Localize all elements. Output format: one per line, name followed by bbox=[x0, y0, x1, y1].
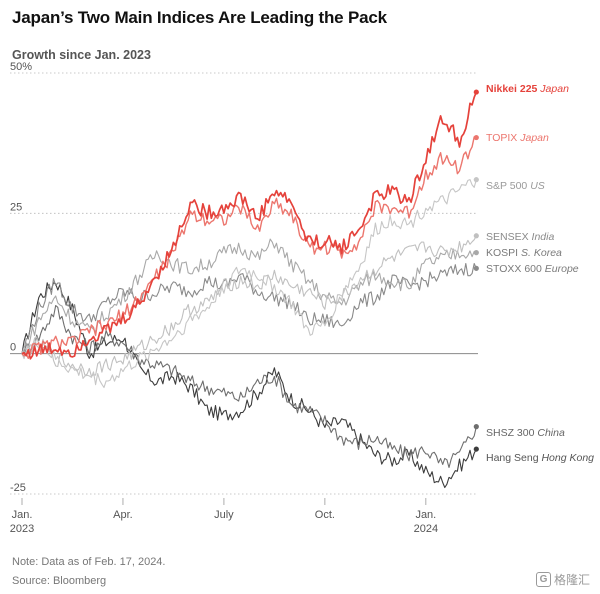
series-name: KOSPI bbox=[486, 247, 521, 259]
x-axis-ticks: Jan. 2023 Apr. July Oct. Jan. 2024 bbox=[10, 498, 438, 535]
series-end-dot bbox=[473, 424, 479, 430]
series-name: SENSEX bbox=[486, 231, 532, 243]
series-end-dot bbox=[473, 134, 479, 141]
series-line bbox=[21, 136, 477, 359]
series-label: S&P 500 US bbox=[486, 180, 545, 192]
x-tick-label: Apr. bbox=[113, 509, 133, 521]
series-country: Japan bbox=[519, 132, 549, 144]
series-country: China bbox=[537, 427, 565, 439]
series-label: KOSPI S. Korea bbox=[486, 247, 562, 259]
series-end-dot bbox=[473, 446, 479, 452]
series-label: TOPIX Japan bbox=[486, 132, 549, 144]
series-label: Nikkei 225 Japan bbox=[486, 83, 569, 95]
series-line bbox=[21, 235, 477, 377]
chart-gridlines bbox=[10, 72, 478, 495]
series-line bbox=[21, 91, 478, 360]
chart-note: Note: Data as of Feb. 17, 2024. bbox=[12, 556, 166, 568]
x-tick-label: Oct. bbox=[315, 509, 335, 521]
series-label: SENSEX India bbox=[486, 231, 554, 243]
series-end-dot bbox=[473, 233, 479, 239]
series-label: SHSZ 300 China bbox=[486, 427, 565, 439]
series-lines bbox=[21, 89, 479, 489]
series-country: Europe bbox=[545, 263, 579, 275]
y-tick-label: -25 bbox=[10, 482, 26, 494]
x-tick-year-label: 2023 bbox=[10, 523, 34, 535]
x-tick-label: Jan. bbox=[12, 509, 33, 521]
series-line bbox=[21, 304, 477, 469]
series-country: Japan bbox=[539, 83, 569, 95]
series-name: Hang Seng bbox=[486, 452, 541, 464]
series-line bbox=[21, 238, 477, 354]
series-end-dot bbox=[473, 265, 479, 271]
series-country: S. Korea bbox=[521, 247, 562, 259]
series-name: S&P 500 bbox=[486, 180, 530, 192]
series-name: STOXX 600 bbox=[486, 263, 545, 275]
series-end-dot bbox=[473, 177, 479, 183]
series-country: US bbox=[530, 180, 545, 192]
y-tick-label: 0 bbox=[10, 342, 16, 354]
x-tick-year-label: 2024 bbox=[414, 523, 438, 535]
series-name: SHSZ 300 bbox=[486, 427, 537, 439]
chart-source: Source: Bloomberg bbox=[12, 575, 107, 587]
series-country: India bbox=[532, 231, 555, 243]
page-title: Japan’s Two Main Indices Are Leading the… bbox=[12, 8, 387, 27]
y-tick-label: 50% bbox=[10, 61, 32, 73]
series-line bbox=[21, 179, 477, 389]
watermark-logo-icon: G bbox=[535, 572, 551, 587]
series-label: Hang Seng Hong Kong bbox=[486, 452, 594, 464]
series-line bbox=[21, 262, 477, 354]
y-axis-ticks: 50% 25 0 -25 bbox=[10, 61, 32, 494]
series-label: STOXX 600 Europe bbox=[486, 263, 579, 275]
series-name: Nikkei 225 bbox=[486, 83, 540, 95]
series-country: Hong Kong bbox=[541, 452, 594, 464]
watermark-text: 格隆汇 bbox=[553, 573, 590, 587]
chart-subtitle: Growth since Jan. 2023 bbox=[12, 48, 151, 62]
watermark: G 格隆汇 bbox=[535, 571, 590, 588]
series-name: TOPIX bbox=[486, 132, 520, 144]
x-tick-label: Jan. bbox=[415, 509, 436, 521]
x-tick-label: July bbox=[214, 509, 234, 521]
series-line bbox=[21, 282, 477, 489]
series-end-dot bbox=[473, 250, 479, 256]
series-end-dot bbox=[473, 89, 479, 95]
y-tick-label: 25 bbox=[10, 201, 22, 213]
